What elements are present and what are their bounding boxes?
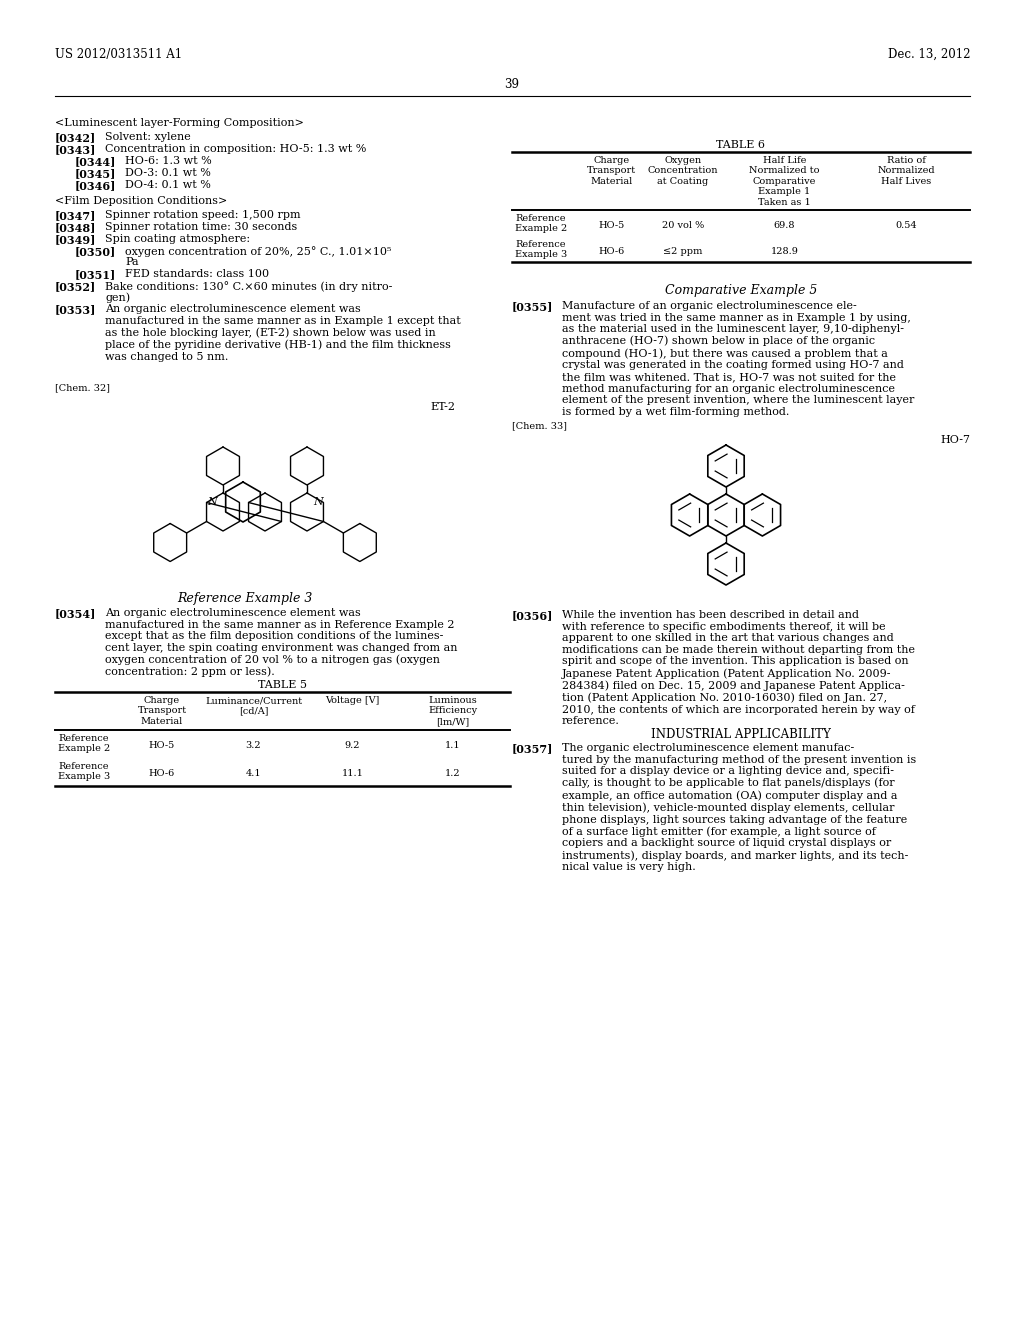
Text: Spin coating atmosphere:: Spin coating atmosphere: xyxy=(105,234,250,244)
Text: Ratio of
Normalized
Half Lives: Ratio of Normalized Half Lives xyxy=(878,156,935,186)
Text: [0347]: [0347] xyxy=(55,210,96,220)
Text: Reference
Example 2: Reference Example 2 xyxy=(515,214,567,234)
Text: Concentration in composition: HO-5: 1.3 wt %: Concentration in composition: HO-5: 1.3 … xyxy=(105,144,367,154)
Text: Luminance/Current
[cd/A]: Luminance/Current [cd/A] xyxy=(205,696,302,715)
Text: HO-5: HO-5 xyxy=(598,220,625,230)
Text: [0352]: [0352] xyxy=(55,281,96,292)
Text: Charge
Transport
Material: Charge Transport Material xyxy=(137,696,186,726)
Text: [0342]: [0342] xyxy=(55,132,96,143)
Text: 11.1: 11.1 xyxy=(342,770,364,777)
Text: TABLE 6: TABLE 6 xyxy=(717,140,766,150)
Text: [0349]: [0349] xyxy=(55,234,96,246)
Text: [0354]: [0354] xyxy=(55,609,96,619)
Text: Bake conditions: 130° C.×60 minutes (in dry nitro-: Bake conditions: 130° C.×60 minutes (in … xyxy=(105,281,392,292)
Text: 3.2: 3.2 xyxy=(246,741,261,750)
Text: 128.9: 128.9 xyxy=(771,247,799,256)
Text: [0356]: [0356] xyxy=(512,610,553,620)
Text: 0.54: 0.54 xyxy=(895,220,916,230)
Text: Spinner rotation speed: 1,500 rpm: Spinner rotation speed: 1,500 rpm xyxy=(105,210,301,220)
Text: Solvent: xylene: Solvent: xylene xyxy=(105,132,190,143)
Text: 20 vol %: 20 vol % xyxy=(662,220,705,230)
Text: Manufacture of an organic electroluminescence ele-
ment was tried in the same ma: Manufacture of an organic electrolumines… xyxy=(562,301,914,417)
Text: [0353]: [0353] xyxy=(55,304,96,315)
Text: [0355]: [0355] xyxy=(512,301,553,312)
Text: TABLE 5: TABLE 5 xyxy=(258,680,307,690)
Text: An organic electroluminescence element was
manufactured in the same manner as in: An organic electroluminescence element w… xyxy=(105,609,458,677)
Text: gen): gen) xyxy=(105,292,130,302)
Text: An organic electroluminescence element was
manufactured in the same manner as in: An organic electroluminescence element w… xyxy=(105,304,461,362)
Text: Comparative Example 5: Comparative Example 5 xyxy=(665,284,817,297)
Text: HO-6: HO-6 xyxy=(148,770,175,777)
Text: [0357]: [0357] xyxy=(512,743,553,754)
Text: N: N xyxy=(313,496,323,507)
Text: 69.8: 69.8 xyxy=(774,220,796,230)
Text: <Luminescent layer-Forming Composition>: <Luminescent layer-Forming Composition> xyxy=(55,117,304,128)
Text: [0345]: [0345] xyxy=(75,168,117,180)
Text: Spinner rotation time: 30 seconds: Spinner rotation time: 30 seconds xyxy=(105,222,297,232)
Text: The organic electroluminescence element manufac-
tured by the manufacturing meth: The organic electroluminescence element … xyxy=(562,743,916,873)
Text: HO-7: HO-7 xyxy=(940,436,970,445)
Text: FED standards: class 100: FED standards: class 100 xyxy=(125,269,269,279)
Text: Reference
Example 2: Reference Example 2 xyxy=(58,734,111,754)
Text: 1.1: 1.1 xyxy=(444,741,461,750)
Text: [0350]: [0350] xyxy=(75,246,117,257)
Text: Charge
Transport
Material: Charge Transport Material xyxy=(587,156,636,186)
Text: 39: 39 xyxy=(505,78,519,91)
Text: 9.2: 9.2 xyxy=(345,741,360,750)
Text: [0344]: [0344] xyxy=(75,156,117,168)
Text: 4.1: 4.1 xyxy=(246,770,261,777)
Text: [Chem. 32]: [Chem. 32] xyxy=(55,383,110,392)
Text: N: N xyxy=(207,496,217,507)
Text: ET-2: ET-2 xyxy=(430,403,455,412)
Text: 1.2: 1.2 xyxy=(444,770,461,777)
Text: [0348]: [0348] xyxy=(55,222,96,234)
Text: [0343]: [0343] xyxy=(55,144,96,154)
Text: HO-6: 1.3 wt %: HO-6: 1.3 wt % xyxy=(125,156,212,166)
Text: Oxygen
Concentration
at Coating: Oxygen Concentration at Coating xyxy=(648,156,718,186)
Text: [Chem. 33]: [Chem. 33] xyxy=(512,421,567,430)
Text: oxygen concentration of 20%, 25° C., 1.01×10⁵: oxygen concentration of 20%, 25° C., 1.0… xyxy=(125,246,391,257)
Text: Pa: Pa xyxy=(125,257,138,267)
Text: DO-4: 0.1 wt %: DO-4: 0.1 wt % xyxy=(125,180,211,190)
Text: Dec. 13, 2012: Dec. 13, 2012 xyxy=(888,48,970,61)
Text: Reference
Example 3: Reference Example 3 xyxy=(58,762,111,781)
Text: HO-5: HO-5 xyxy=(148,741,175,750)
Text: [0351]: [0351] xyxy=(75,269,117,280)
Text: US 2012/0313511 A1: US 2012/0313511 A1 xyxy=(55,48,182,61)
Text: Reference
Example 3: Reference Example 3 xyxy=(515,240,567,260)
Text: Luminous
Efficiency
[lm/W]: Luminous Efficiency [lm/W] xyxy=(428,696,477,726)
Text: Reference Example 3: Reference Example 3 xyxy=(177,591,312,605)
Text: While the invention has been described in detail and
with reference to specific : While the invention has been described i… xyxy=(562,610,915,726)
Text: DO-3: 0.1 wt %: DO-3: 0.1 wt % xyxy=(125,168,211,178)
Text: <Film Deposition Conditions>: <Film Deposition Conditions> xyxy=(55,195,227,206)
Text: INDUSTRIAL APPLICABILITY: INDUSTRIAL APPLICABILITY xyxy=(651,729,830,741)
Text: HO-6: HO-6 xyxy=(598,247,625,256)
Text: ≤2 ppm: ≤2 ppm xyxy=(664,247,702,256)
Text: [0346]: [0346] xyxy=(75,180,117,191)
Text: Voltage [V]: Voltage [V] xyxy=(326,696,380,705)
Text: Half Life
Normalized to
Comparative
Example 1
Taken as 1: Half Life Normalized to Comparative Exam… xyxy=(750,156,820,207)
